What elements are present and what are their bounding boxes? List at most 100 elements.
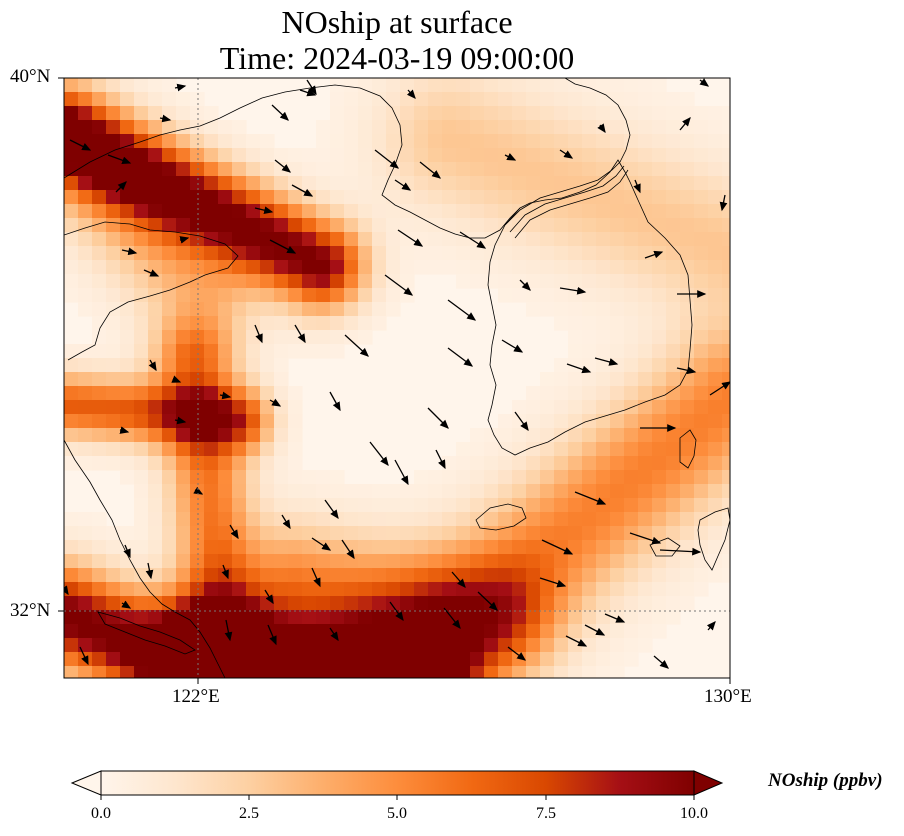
field-cell — [176, 596, 191, 611]
field-cell — [78, 624, 93, 639]
field-cell — [414, 582, 429, 597]
field-cell — [568, 526, 583, 541]
field-cell — [288, 554, 303, 569]
colorbar-label: NOship (ppbv) — [768, 770, 883, 791]
field-cell — [610, 246, 625, 261]
field-cell — [316, 610, 331, 625]
field-cell — [526, 274, 541, 289]
field-cell — [190, 568, 205, 583]
field-cell — [316, 288, 331, 303]
field-cell — [596, 190, 611, 205]
field-cell — [106, 288, 121, 303]
field-cell — [162, 638, 177, 653]
field-cell — [120, 456, 135, 471]
field-cell — [358, 106, 373, 121]
field-cell — [78, 610, 93, 625]
field-cell — [470, 666, 485, 678]
wind-arrow — [501, 339, 524, 353]
field-cell — [428, 232, 443, 247]
field-cell — [246, 372, 261, 387]
field-cell — [456, 512, 471, 527]
field-cell — [302, 638, 317, 653]
field-cell — [358, 162, 373, 177]
field-cell — [162, 484, 177, 499]
field-cell — [134, 638, 149, 653]
field-cell — [386, 78, 401, 93]
field-cell — [554, 638, 569, 653]
field-cell — [64, 414, 79, 429]
field-cell — [568, 400, 583, 415]
field-cell — [484, 92, 499, 107]
field-cell — [470, 442, 485, 457]
field-cell — [78, 582, 93, 597]
field-cell — [176, 92, 191, 107]
field-cell — [526, 232, 541, 247]
field-cell — [498, 260, 513, 275]
field-cell — [218, 246, 233, 261]
field-cell — [106, 134, 121, 149]
field-cell — [162, 344, 177, 359]
wind-arrow — [604, 613, 626, 623]
field-cell — [596, 498, 611, 513]
field-cell — [330, 148, 345, 163]
field-cell — [148, 414, 163, 429]
field-cell — [260, 540, 275, 555]
field-cell — [414, 652, 429, 667]
field-cell — [722, 204, 730, 219]
field-cell — [120, 120, 135, 135]
field-cell — [204, 582, 219, 597]
field-cell — [232, 638, 247, 653]
field-cell — [120, 330, 135, 345]
field-cell — [568, 610, 583, 625]
field-cell — [596, 232, 611, 247]
field-cell — [638, 540, 653, 555]
field-cell — [708, 204, 723, 219]
field-cell — [582, 106, 597, 121]
field-cell — [148, 596, 163, 611]
field-cell — [204, 414, 219, 429]
field-cell — [428, 78, 443, 93]
field-cell — [666, 162, 681, 177]
field-cell — [568, 106, 583, 121]
field-cell — [428, 652, 443, 667]
field-cell — [218, 624, 233, 639]
field-cell — [288, 624, 303, 639]
field-cell — [190, 386, 205, 401]
field-cell — [610, 498, 625, 513]
field-cell — [358, 526, 373, 541]
field-cell — [330, 470, 345, 485]
field-cell — [624, 414, 639, 429]
field-cell — [638, 386, 653, 401]
wind-arrow — [384, 274, 414, 296]
wind-arrow — [633, 179, 641, 194]
field-cell — [540, 624, 555, 639]
field-cell — [246, 274, 261, 289]
field-cell — [540, 232, 555, 247]
field-cell — [232, 372, 247, 387]
field-cell — [246, 610, 261, 625]
field-cell — [246, 428, 261, 443]
field-cell — [302, 652, 317, 667]
field-cell — [582, 666, 597, 678]
field-cell — [680, 568, 695, 583]
field-cell — [190, 372, 205, 387]
field-cell — [302, 470, 317, 485]
field-cell — [442, 554, 457, 569]
field-cell — [120, 162, 135, 177]
field-cell — [92, 442, 107, 457]
field-cell — [414, 512, 429, 527]
wind-arrow — [504, 153, 517, 161]
field-cell — [708, 162, 723, 177]
field-cell — [666, 386, 681, 401]
field-cell — [92, 330, 107, 345]
field-cell — [610, 554, 625, 569]
field-cell — [246, 148, 261, 163]
field-cell — [652, 106, 667, 121]
field-cell — [624, 134, 639, 149]
field-cell — [638, 330, 653, 345]
field-cell — [596, 372, 611, 387]
field-cell — [260, 624, 275, 639]
field-cell — [330, 330, 345, 345]
field-cell — [148, 624, 163, 639]
field-cell — [190, 666, 205, 678]
